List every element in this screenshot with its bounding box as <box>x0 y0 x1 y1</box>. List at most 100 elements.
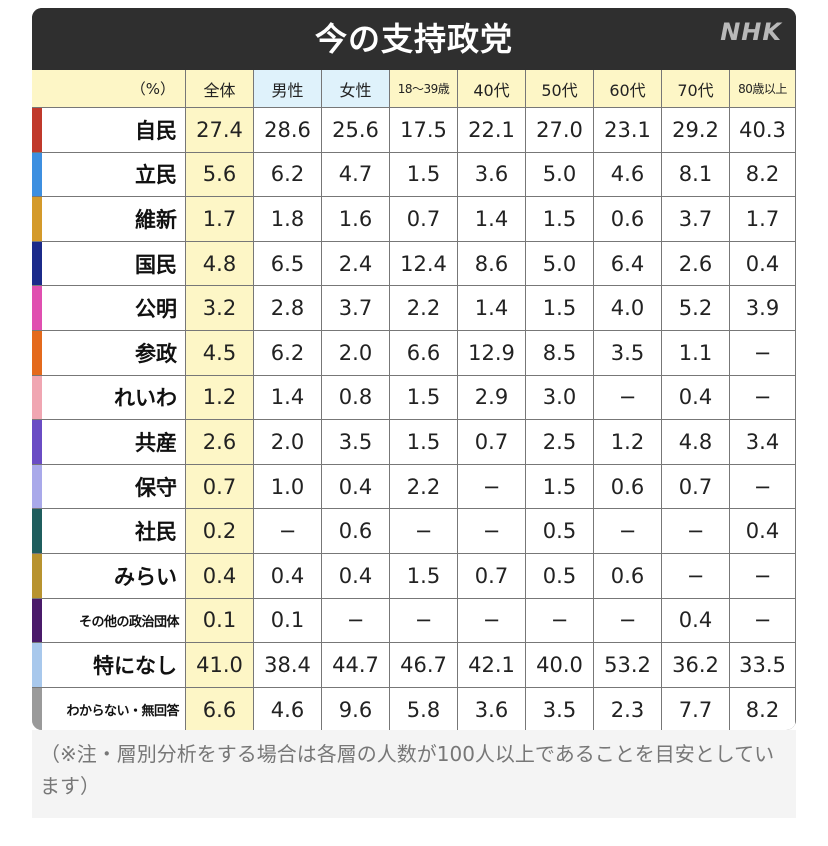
data-cell: 8.6 <box>458 241 526 287</box>
row-label: わからない・無回答 <box>32 687 186 730</box>
row-label: 保守 <box>32 464 186 510</box>
data-cell: 2.6 <box>186 420 254 465</box>
data-cell: 3.5 <box>594 331 662 376</box>
data-cell: 0.7 <box>390 197 458 242</box>
party-color-bar <box>32 687 42 730</box>
data-cell: 38.4 <box>254 643 322 688</box>
data-cell: 2.2 <box>390 464 458 510</box>
data-cell: 1.6 <box>322 197 390 242</box>
data-cell: 25.6 <box>322 108 390 153</box>
data-cell: 6.4 <box>594 241 662 287</box>
data-cell: − <box>458 464 526 510</box>
party-color-bar <box>32 420 42 464</box>
party-name: 維新 <box>135 207 177 232</box>
data-cell: 29.2 <box>662 108 730 153</box>
data-cell: 1.0 <box>254 464 322 510</box>
data-cell: 2.5 <box>526 420 594 465</box>
data-cell: 0.6 <box>322 509 390 554</box>
data-cell: 1.4 <box>254 375 322 421</box>
data-cell: 36.2 <box>662 643 730 688</box>
column-header: 18〜39歳 <box>390 70 458 108</box>
data-cell: 5.2 <box>662 286 730 331</box>
data-cell: 8.5 <box>526 331 594 376</box>
party-name: 公明 <box>135 297 177 322</box>
data-cell: − <box>730 554 796 599</box>
data-cell: 8.2 <box>730 152 796 198</box>
data-cell: − <box>526 598 594 644</box>
chart-title: 今の支持政党 <box>314 20 513 58</box>
row-label: 参政 <box>32 331 186 376</box>
party-name: 国民 <box>135 252 177 277</box>
column-header: 女性 <box>322 70 390 108</box>
data-cell: 1.7 <box>186 197 254 242</box>
data-cell: 1.5 <box>526 464 594 510</box>
party-color-bar <box>32 331 42 375</box>
row-label: 公明 <box>32 286 186 331</box>
data-cell: 27.0 <box>526 108 594 153</box>
column-header: 70代 <box>662 70 730 108</box>
data-cell: − <box>390 509 458 554</box>
party-name: 自民 <box>135 118 177 143</box>
row-label: 特になし <box>32 643 186 688</box>
data-cell: 0.6 <box>594 554 662 599</box>
data-cell: 4.0 <box>594 286 662 331</box>
party-color-bar <box>32 509 42 553</box>
data-cell: 0.4 <box>730 509 796 554</box>
data-cell: 5.8 <box>390 687 458 730</box>
data-cell: 12.9 <box>458 331 526 376</box>
note-box <box>32 730 796 818</box>
data-cell: 1.4 <box>458 197 526 242</box>
data-cell: − <box>254 509 322 554</box>
data-cell: 40.0 <box>526 643 594 688</box>
data-cell: 3.7 <box>322 286 390 331</box>
row-label: 立民 <box>32 152 186 198</box>
party-name: みらい <box>114 564 177 589</box>
data-cell: 40.3 <box>730 108 796 153</box>
data-cell: − <box>594 598 662 644</box>
data-cell: 0.4 <box>662 598 730 644</box>
data-cell: 9.6 <box>322 687 390 730</box>
data-cell: 1.2 <box>186 375 254 421</box>
data-cell: 8.2 <box>730 687 796 730</box>
data-cell: 6.6 <box>390 331 458 376</box>
data-cell: − <box>662 554 730 599</box>
data-cell: 6.6 <box>186 687 254 730</box>
party-color-bar <box>32 241 42 286</box>
data-cell: 12.4 <box>390 241 458 287</box>
data-cell: 0.4 <box>322 554 390 599</box>
data-cell: 2.0 <box>254 420 322 465</box>
column-header: 60代 <box>594 70 662 108</box>
data-cell: 1.8 <box>254 197 322 242</box>
data-cell: − <box>594 375 662 421</box>
data-cell: 8.1 <box>662 152 730 198</box>
row-label: 国民 <box>32 241 186 287</box>
data-cell: − <box>594 509 662 554</box>
data-cell: 6.5 <box>254 241 322 287</box>
party-name: 立民 <box>135 163 177 188</box>
party-color-bar <box>32 197 42 241</box>
data-cell: 28.6 <box>254 108 322 153</box>
data-cell: 1.2 <box>594 420 662 465</box>
data-cell: 3.5 <box>526 687 594 730</box>
party-name: 参政 <box>135 341 177 366</box>
data-cell: 3.2 <box>186 286 254 331</box>
data-cell: 1.7 <box>730 197 796 242</box>
party-color-bar <box>32 152 42 197</box>
data-cell: 1.5 <box>390 420 458 465</box>
data-cell: 2.0 <box>322 331 390 376</box>
row-label: 自民 <box>32 108 186 153</box>
data-cell: 3.9 <box>730 286 796 331</box>
data-cell: 0.1 <box>186 598 254 644</box>
row-label: 共産 <box>32 420 186 465</box>
data-cell: − <box>458 598 526 644</box>
data-cell: 53.2 <box>594 643 662 688</box>
data-cell: 41.0 <box>186 643 254 688</box>
data-cell: 5.0 <box>526 241 594 287</box>
column-header: 全体 <box>186 70 254 108</box>
data-cell: 2.3 <box>594 687 662 730</box>
data-cell: 0.8 <box>322 375 390 421</box>
party-color-bar <box>32 643 42 687</box>
data-cell: 17.5 <box>390 108 458 153</box>
data-cell: 4.8 <box>186 241 254 287</box>
party-name: 共産 <box>135 430 177 455</box>
